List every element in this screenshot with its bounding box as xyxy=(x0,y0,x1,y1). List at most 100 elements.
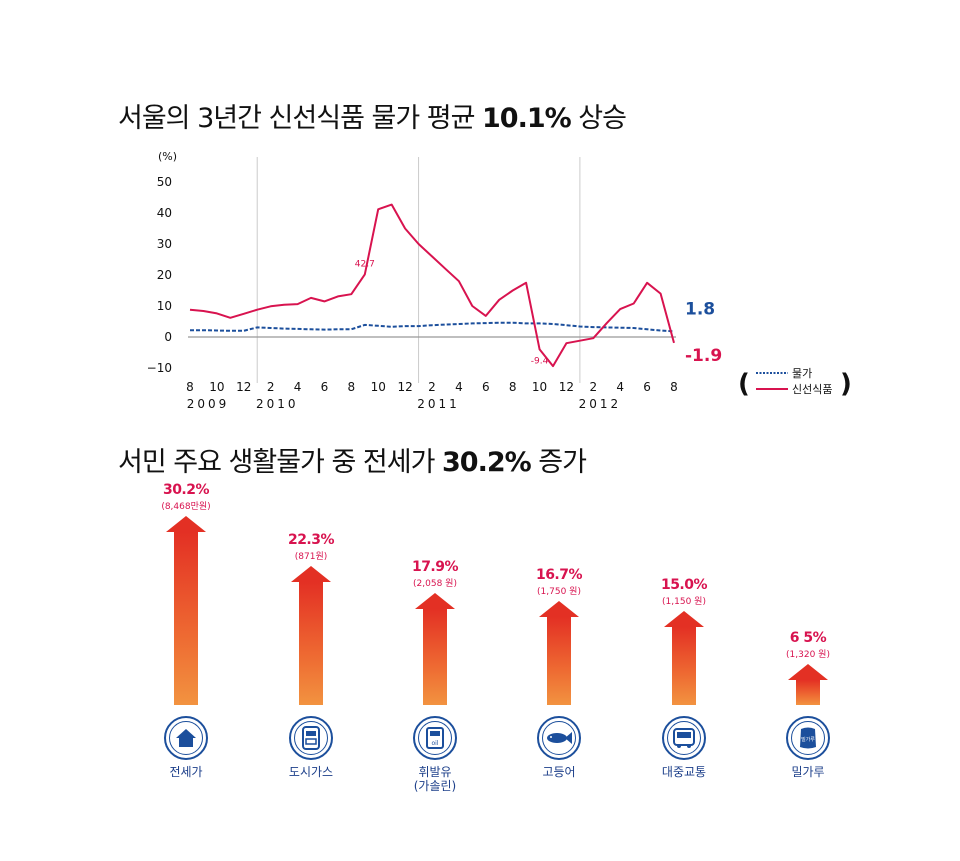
category-label-line: 밀가루 xyxy=(791,765,825,779)
arrow-head xyxy=(166,516,206,533)
gas-pump-icon: oil xyxy=(413,716,457,760)
title-text: 서민 주요 생활물가 중 전세가 xyxy=(118,447,442,478)
x-tick-label: 6 xyxy=(482,380,490,394)
category-label: 도시가스 xyxy=(251,765,371,779)
y-tick-label: 0 xyxy=(164,330,172,344)
bar-item: 17.9% (2,058 원) xyxy=(375,559,495,705)
legend-paren-close: ) xyxy=(840,369,852,399)
bar-item: 6 5% (1,320 원) xyxy=(748,630,868,705)
icon-ring xyxy=(169,721,203,755)
x-tick-label: 8 xyxy=(186,380,194,394)
icon-ring: 밀가루 xyxy=(791,721,825,755)
title-highlight: 30.2% xyxy=(442,447,532,478)
end-value-label: 1.8 xyxy=(685,299,715,319)
bar-arrow xyxy=(748,664,868,705)
category-label: 휘발유 (가솔린) xyxy=(375,765,495,793)
category-label-line: 고등어 xyxy=(542,765,576,779)
gas-meter-icon xyxy=(289,716,333,760)
legend-paren-open: ( xyxy=(738,369,750,399)
x-tick-label: 4 xyxy=(616,380,624,394)
x-tick-label: 12 xyxy=(236,380,251,394)
svg-text:oil: oil xyxy=(431,740,438,747)
bar-item: 15.0% (1,150 원) xyxy=(624,577,744,705)
arrow-shaft xyxy=(423,609,447,705)
chart-title-fresh-food: 서울의 3년간 신선식품 물가 평균 10.1% 상승 xyxy=(118,96,627,135)
bar-value-label: 15.0% xyxy=(660,577,708,594)
data-label: 42.7 xyxy=(355,259,375,269)
y-tick-label: 20 xyxy=(157,268,172,282)
category-label: 대중교통 xyxy=(624,765,744,779)
svg-text:밀가루: 밀가루 xyxy=(801,736,815,743)
house-icon xyxy=(164,716,208,760)
arrow-head xyxy=(415,593,455,610)
series-line-prices xyxy=(190,321,675,333)
title-text-suffix: 증가 xyxy=(530,447,587,478)
y-tick-label: 40 xyxy=(157,206,172,220)
icon-ring: oil xyxy=(418,721,452,755)
bar-item: 30.2% (8,468만원) xyxy=(126,482,246,705)
x-tick-label: 8 xyxy=(670,380,678,394)
bar-sub-label: (1,150 원) xyxy=(662,597,706,608)
arrow-shaft xyxy=(672,627,696,705)
x-year-label: 2010 xyxy=(256,397,299,411)
category-label-line: 도시가스 xyxy=(288,765,334,779)
data-label: -9.4 xyxy=(531,356,549,366)
x-tick-label: 8 xyxy=(509,380,517,394)
category-label-line: (가솔린) xyxy=(413,779,457,793)
title-text-suffix: 상승 xyxy=(570,103,627,134)
x-tick-label: 12 xyxy=(559,380,574,394)
x-tick-label: 4 xyxy=(294,380,302,394)
bar-value-label: 30.2% xyxy=(162,482,210,499)
title-text: 서울의 3년간 신선식품 물가 평균 xyxy=(118,103,483,134)
arrow-head xyxy=(788,664,828,681)
series-line-fresh-food xyxy=(189,203,675,368)
bar-arrow xyxy=(126,516,246,705)
x-tick-label: 10 xyxy=(371,380,386,394)
line-chart: (%) −10 0 10 20 30 40 50 8 10 12 2 4 6 8 10 12 2 4 6 8 10 12 2 4… xyxy=(147,150,852,411)
chart-title-living-costs: 서민 주요 생활물가 중 전세가 30.2% 증가 xyxy=(118,440,587,479)
icon-ring xyxy=(667,721,701,755)
icon-ring xyxy=(542,721,576,755)
bus-icon xyxy=(662,716,706,760)
y-axis-label: (%) xyxy=(158,150,177,163)
x-tick-label: 2 xyxy=(590,380,598,394)
category-label-line: 전세가 xyxy=(169,765,203,779)
category-label: 밀가루 xyxy=(748,765,868,779)
bar-sub-label: (8,468만원) xyxy=(161,502,211,513)
x-tick-label: 10 xyxy=(209,380,224,394)
bar-item: 22.3% (871원) xyxy=(251,532,371,705)
x-year-label: 2009 xyxy=(187,397,230,411)
x-tick-label: 2 xyxy=(428,380,436,394)
bar-arrow xyxy=(499,600,619,705)
bar-value-label: 6 5% xyxy=(789,630,827,647)
y-tick-label: 30 xyxy=(157,237,172,251)
title-highlight: 10.1% xyxy=(482,103,572,134)
x-tick-label: 2 xyxy=(267,380,275,394)
category-label-line: 휘발유 xyxy=(418,765,452,779)
category-label: 고등어 xyxy=(499,765,619,779)
flour-bag-icon: 밀가루 xyxy=(786,716,830,760)
bar-sub-label: (1,320 원) xyxy=(786,650,830,661)
legend-label: 물가 xyxy=(792,367,812,380)
arrow-head xyxy=(539,600,579,617)
y-tick-label: −10 xyxy=(147,361,172,375)
x-tick-label: 4 xyxy=(455,380,463,394)
x-year-label: 2011 xyxy=(417,397,460,411)
x-tick-label: 12 xyxy=(397,380,412,394)
x-tick-label: 6 xyxy=(321,380,329,394)
bar-sub-label: (2,058 원) xyxy=(413,579,457,590)
bar-sub-label: (1,750 원) xyxy=(537,586,581,597)
x-tick-label: 6 xyxy=(643,380,651,394)
bar-value-label: 22.3% xyxy=(287,531,335,548)
icon-ring xyxy=(294,721,328,755)
arrow-head xyxy=(291,565,331,582)
end-value-label: -1.9 xyxy=(685,346,722,366)
legend-label: 신선식품 xyxy=(792,383,832,396)
arrow-shaft xyxy=(547,616,571,705)
bar-item: 16.7% (1,750 원) xyxy=(499,567,619,705)
x-year-label: 2012 xyxy=(579,397,622,411)
arrow-shaft xyxy=(299,581,323,705)
bar-arrow xyxy=(251,565,371,705)
category-label: 전세가 xyxy=(126,765,246,779)
y-tick-label: 10 xyxy=(157,299,172,313)
